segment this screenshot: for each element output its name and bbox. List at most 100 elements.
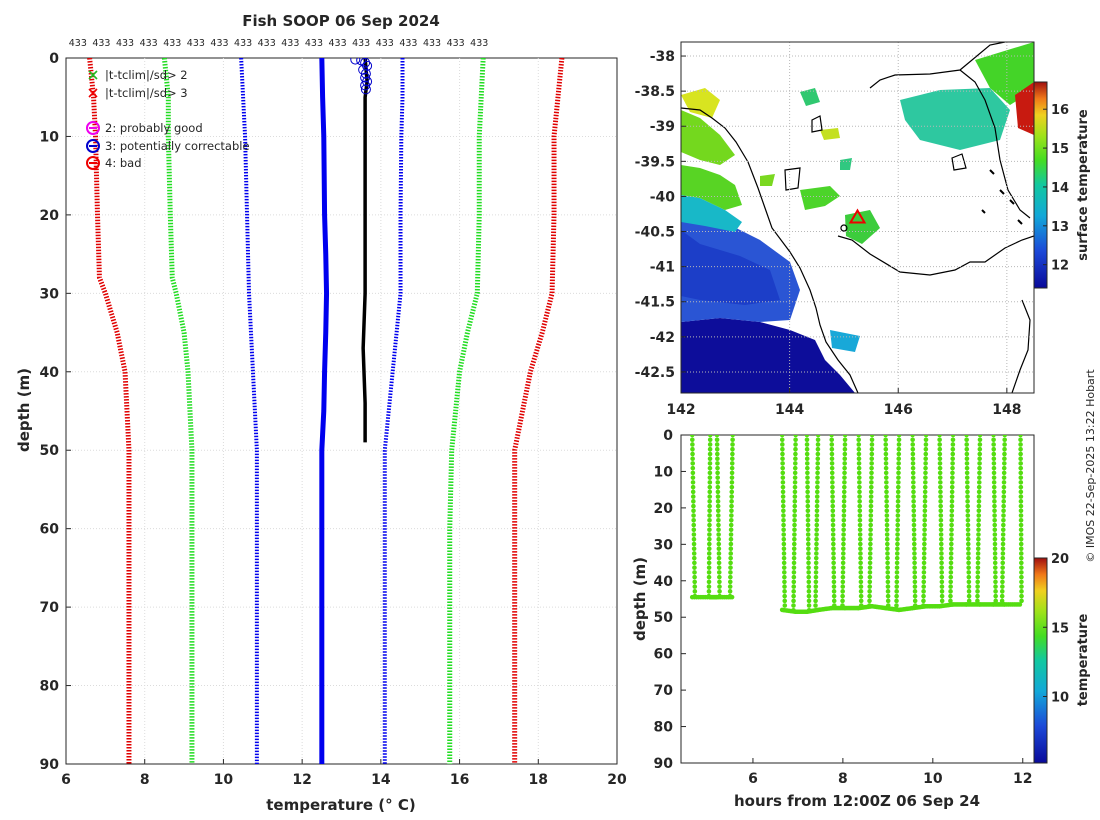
track-point <box>975 574 981 580</box>
track-point <box>781 565 787 570</box>
track-point <box>950 456 955 461</box>
track-point <box>922 503 928 509</box>
profile-ytick-label: 0 <box>49 51 59 67</box>
track-point <box>857 536 863 542</box>
track-point <box>791 551 797 556</box>
track-point <box>805 541 811 547</box>
track-point <box>707 508 712 514</box>
track-point <box>885 574 891 580</box>
track-point <box>921 579 927 585</box>
track-point <box>910 465 916 471</box>
track-point <box>867 560 873 566</box>
track-point <box>1019 579 1024 585</box>
track-point <box>780 451 785 457</box>
track-point <box>782 579 787 585</box>
track-point <box>1018 480 1024 485</box>
profile-xtick-label: 20 <box>607 772 627 788</box>
track-point <box>896 480 901 485</box>
track-point <box>792 536 797 542</box>
track-point <box>977 465 982 471</box>
track-point <box>830 513 836 518</box>
track-point <box>894 565 900 570</box>
track-point <box>991 470 997 476</box>
profile-xtick-label: 10 <box>214 772 234 788</box>
track-point <box>806 598 812 604</box>
track-point <box>912 555 917 561</box>
track-point <box>949 503 955 509</box>
track-point <box>977 461 982 466</box>
profile-count-label: 433 <box>305 38 323 49</box>
track-point <box>692 560 697 566</box>
track-point <box>857 494 862 499</box>
track-point <box>949 508 955 514</box>
track-point <box>858 560 863 566</box>
track-xtick-label: 8 <box>838 771 848 787</box>
map-ytick-label: -40 <box>650 189 676 205</box>
track-point <box>939 579 945 585</box>
track-point <box>948 570 954 575</box>
track-point <box>1001 484 1007 490</box>
track-point <box>939 589 945 594</box>
track-point <box>895 508 901 514</box>
track-point <box>856 461 862 466</box>
track-point <box>804 435 810 438</box>
profile-count-label: 433 <box>447 38 465 49</box>
track-point <box>965 517 971 523</box>
track-point <box>1018 527 1024 533</box>
track-point <box>805 480 810 485</box>
track-point <box>716 546 722 552</box>
track-point <box>977 451 983 457</box>
track-point <box>992 536 998 542</box>
profile-ytick-label: 20 <box>40 208 60 224</box>
profile-series-clim-2sd <box>447 58 486 764</box>
track-point <box>781 522 786 528</box>
track-point <box>805 465 810 471</box>
track-point <box>1018 484 1024 490</box>
track-point <box>781 517 786 523</box>
sst-colorbar-label: surface temperature <box>1076 109 1091 261</box>
track-point <box>727 589 733 594</box>
track-point <box>922 489 928 495</box>
profile-ytick-label: 70 <box>40 600 60 616</box>
track-point <box>895 522 901 528</box>
track-point <box>938 517 944 523</box>
track-point <box>793 435 798 438</box>
track-point <box>815 456 821 461</box>
track-point <box>690 456 695 461</box>
track-point <box>964 435 969 438</box>
map-xtick-label: 142 <box>666 402 695 418</box>
track-point <box>939 598 945 604</box>
track-point <box>922 513 928 518</box>
track-point <box>716 555 722 561</box>
track-point <box>884 499 889 504</box>
legend-circle-marker <box>86 121 100 135</box>
track-point <box>868 532 873 537</box>
track-point <box>965 527 971 533</box>
track-point <box>923 456 929 461</box>
track-point <box>706 584 712 589</box>
track-point <box>728 574 733 580</box>
track-point <box>1019 598 1024 604</box>
track-point <box>842 461 847 466</box>
track-point <box>922 517 928 523</box>
track-point <box>923 470 928 476</box>
profile-xtick-label: 18 <box>529 772 548 788</box>
track-point <box>1000 527 1006 533</box>
track-point <box>804 456 810 461</box>
track-point <box>730 435 736 438</box>
track-point <box>829 437 835 443</box>
legend-label: 3: potentially correctable <box>105 139 250 153</box>
track-point <box>867 551 873 556</box>
track-point <box>805 522 811 528</box>
track-point <box>805 494 810 499</box>
track-point <box>791 574 797 580</box>
track-point <box>965 532 971 537</box>
track-point <box>805 489 810 495</box>
track-point <box>814 517 820 523</box>
track-point <box>992 517 997 523</box>
track-point <box>950 437 956 443</box>
track-point <box>729 461 735 466</box>
track-point <box>922 532 927 537</box>
track-point <box>894 574 900 580</box>
temp-colorbar-label: temperature <box>1076 614 1091 707</box>
